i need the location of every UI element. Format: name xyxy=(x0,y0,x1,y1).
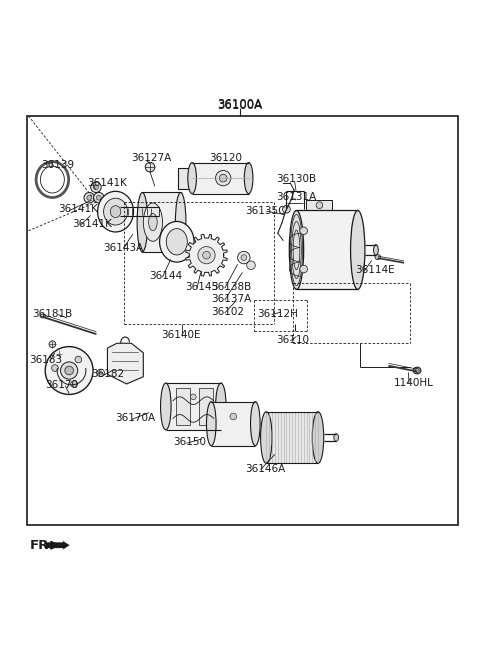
Text: 36102: 36102 xyxy=(211,307,244,317)
Polygon shape xyxy=(186,234,228,276)
Circle shape xyxy=(75,356,82,363)
Ellipse shape xyxy=(289,210,304,289)
Text: 36100A: 36100A xyxy=(217,99,263,112)
Text: 36127A: 36127A xyxy=(131,153,171,163)
Text: 36130B: 36130B xyxy=(276,174,316,184)
Bar xyxy=(166,383,221,430)
Text: 36138B: 36138B xyxy=(211,282,252,293)
Bar xyxy=(306,200,332,210)
Ellipse shape xyxy=(312,411,324,464)
Text: 36150: 36150 xyxy=(173,438,206,447)
Ellipse shape xyxy=(350,210,365,289)
Circle shape xyxy=(45,347,93,394)
Text: 36114E: 36114E xyxy=(355,265,395,275)
Circle shape xyxy=(198,247,215,264)
Polygon shape xyxy=(108,343,144,384)
Circle shape xyxy=(84,193,95,203)
Circle shape xyxy=(191,394,196,400)
Ellipse shape xyxy=(175,193,186,252)
Text: 36181B: 36181B xyxy=(32,309,72,319)
Bar xyxy=(143,193,180,252)
Ellipse shape xyxy=(144,203,162,242)
Bar xyxy=(178,168,192,189)
Ellipse shape xyxy=(104,199,128,225)
Ellipse shape xyxy=(261,411,272,464)
Bar xyxy=(176,388,190,425)
Bar xyxy=(266,411,318,464)
Ellipse shape xyxy=(137,193,148,252)
Text: 36100A: 36100A xyxy=(217,99,263,112)
Circle shape xyxy=(300,227,308,234)
Text: 36135C: 36135C xyxy=(245,206,285,215)
Ellipse shape xyxy=(216,383,226,430)
Ellipse shape xyxy=(40,314,46,318)
Circle shape xyxy=(145,163,155,172)
Text: 36120: 36120 xyxy=(209,153,242,163)
Circle shape xyxy=(247,261,255,270)
Ellipse shape xyxy=(149,214,157,231)
Ellipse shape xyxy=(166,229,187,255)
Text: 36183: 36183 xyxy=(29,355,62,365)
Bar xyxy=(297,210,358,289)
Circle shape xyxy=(60,362,78,379)
Circle shape xyxy=(96,195,101,200)
Circle shape xyxy=(56,351,62,357)
Circle shape xyxy=(238,251,250,264)
Circle shape xyxy=(71,381,77,387)
FancyArrow shape xyxy=(46,541,70,550)
Text: 36139: 36139 xyxy=(41,160,74,170)
Text: 36141K: 36141K xyxy=(87,178,127,188)
Text: FR.: FR. xyxy=(29,539,54,552)
Circle shape xyxy=(99,372,102,374)
Text: 36144: 36144 xyxy=(149,271,182,281)
Bar xyxy=(27,116,458,525)
Text: 36145: 36145 xyxy=(185,282,218,293)
Circle shape xyxy=(49,341,56,347)
Text: 36170A: 36170A xyxy=(116,413,156,423)
Ellipse shape xyxy=(415,368,419,372)
Circle shape xyxy=(94,193,104,203)
Circle shape xyxy=(219,174,227,182)
Ellipse shape xyxy=(188,163,196,194)
Text: 1140HL: 1140HL xyxy=(394,378,434,388)
Text: 36110: 36110 xyxy=(276,335,309,345)
Circle shape xyxy=(97,369,105,377)
Text: 36141K: 36141K xyxy=(58,204,98,214)
Circle shape xyxy=(216,170,231,186)
Circle shape xyxy=(65,366,73,375)
Circle shape xyxy=(203,251,210,259)
Ellipse shape xyxy=(244,163,253,194)
Text: 36143A: 36143A xyxy=(104,242,144,253)
Text: 36170: 36170 xyxy=(45,380,78,390)
Circle shape xyxy=(94,185,98,189)
Ellipse shape xyxy=(334,434,338,441)
Ellipse shape xyxy=(97,191,133,232)
Circle shape xyxy=(87,195,92,200)
Circle shape xyxy=(316,202,323,208)
Ellipse shape xyxy=(160,383,171,430)
Circle shape xyxy=(300,265,308,273)
Ellipse shape xyxy=(373,245,378,255)
Circle shape xyxy=(52,364,59,372)
Text: 36140E: 36140E xyxy=(161,330,201,340)
Ellipse shape xyxy=(110,206,121,217)
Circle shape xyxy=(91,182,101,193)
Bar xyxy=(211,402,255,446)
Circle shape xyxy=(230,413,237,420)
Text: 36146A: 36146A xyxy=(245,464,285,473)
Text: 36137A: 36137A xyxy=(211,295,252,304)
Text: 36182: 36182 xyxy=(92,370,125,379)
Circle shape xyxy=(283,206,290,213)
Bar xyxy=(199,388,213,425)
Ellipse shape xyxy=(206,402,216,446)
Ellipse shape xyxy=(159,221,194,262)
Ellipse shape xyxy=(375,255,381,259)
Ellipse shape xyxy=(413,367,421,374)
Text: 36131A: 36131A xyxy=(276,192,316,202)
Bar xyxy=(192,163,249,194)
Ellipse shape xyxy=(251,402,260,446)
Circle shape xyxy=(241,255,247,261)
Text: 36112H: 36112H xyxy=(257,309,298,319)
Text: 36141K: 36141K xyxy=(72,219,112,229)
